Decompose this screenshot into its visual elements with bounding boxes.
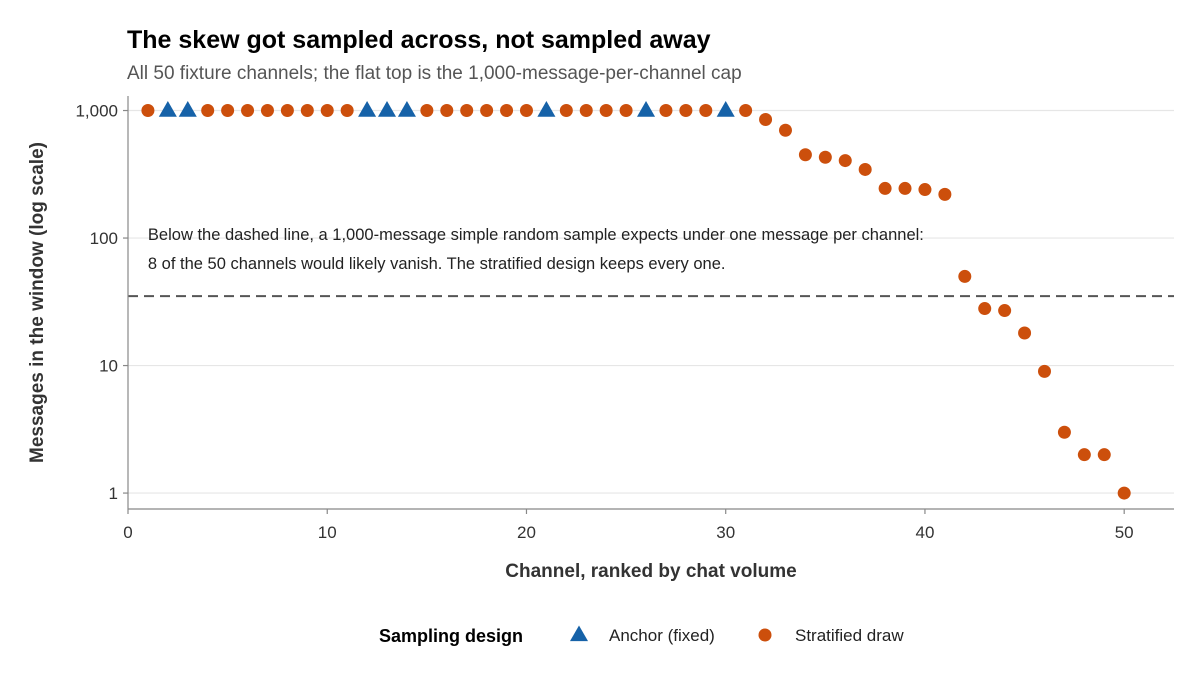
point-stratified-35: [818, 150, 832, 164]
legend: Sampling design Anchor (fixed) Stratifie…: [379, 625, 904, 646]
point-stratified-16: [440, 104, 454, 118]
point-stratified-20: [519, 104, 533, 118]
x-tick-label-2: 20: [517, 523, 536, 542]
x-tick-label-0: 0: [123, 523, 132, 542]
series-anchor: [158, 101, 735, 117]
point-stratified-11: [340, 104, 354, 118]
x-tick-label-1: 10: [318, 523, 337, 542]
gridlines: [128, 109, 1174, 494]
point-stratified-39: [898, 181, 912, 195]
point-stratified-5: [221, 104, 235, 118]
point-anchor-3: [178, 101, 197, 117]
point-stratified-32: [759, 113, 773, 127]
x-tick-label-4: 40: [915, 523, 934, 542]
point-anchor-14: [397, 101, 416, 117]
point-stratified-42: [958, 269, 972, 283]
point-stratified-27: [659, 104, 673, 118]
point-stratified-44: [998, 304, 1012, 318]
point-stratified-43: [978, 302, 992, 316]
point-stratified-15: [420, 104, 434, 118]
point-stratified-50: [1117, 486, 1131, 500]
point-stratified-37: [858, 162, 872, 176]
point-anchor-30: [716, 101, 735, 117]
y-axis-ticks: 1 10 100 1,000: [75, 102, 128, 503]
point-stratified-23: [579, 104, 593, 118]
legend-label-anchor: Anchor (fixed): [609, 626, 715, 645]
point-stratified-10: [320, 104, 334, 118]
point-stratified-45: [1018, 326, 1032, 340]
point-stratified-36: [838, 154, 852, 168]
legend-label-stratified: Stratified draw: [795, 626, 904, 645]
point-anchor-26: [636, 101, 656, 117]
point-stratified-19: [500, 104, 514, 118]
chart-title: The skew got sampled across, not sampled…: [127, 26, 711, 54]
series-stratified: [141, 104, 1131, 500]
point-anchor-2: [158, 101, 177, 117]
point-stratified-41: [938, 187, 952, 201]
point-stratified-49: [1097, 448, 1111, 462]
y-axis-title: Messages in the window (log scale): [27, 142, 48, 463]
point-stratified-6: [241, 104, 255, 118]
point-stratified-25: [619, 104, 633, 118]
point-anchor-12: [358, 101, 377, 117]
point-stratified-38: [878, 181, 892, 195]
legend-triangle-icon: [569, 625, 589, 642]
point-stratified-28: [679, 104, 693, 118]
annotation-line-1: Below the dashed line, a 1,000-message s…: [148, 226, 924, 244]
legend-title: Sampling design: [379, 626, 523, 646]
point-stratified-9: [300, 104, 314, 118]
x-tick-label-3: 30: [716, 523, 735, 542]
point-stratified-31: [739, 104, 753, 118]
point-anchor-13: [377, 101, 397, 117]
point-stratified-22: [559, 104, 573, 118]
point-stratified-46: [1037, 364, 1051, 378]
point-stratified-1: [141, 104, 155, 118]
y-tick-label-2: 100: [90, 229, 118, 248]
x-axis-ticks: 0 10 20 30 40 50: [123, 509, 1134, 542]
point-stratified-24: [599, 104, 613, 118]
point-stratified-29: [699, 104, 713, 118]
x-tick-label-5: 50: [1115, 523, 1134, 542]
y-tick-label-3: 1,000: [75, 102, 118, 121]
x-axis-title: Channel, ranked by chat volume: [505, 561, 796, 582]
data-points: [141, 101, 1131, 500]
point-stratified-17: [460, 104, 474, 118]
chart-subtitle: All 50 fixture channels; the flat top is…: [127, 63, 742, 84]
point-stratified-40: [918, 183, 932, 197]
point-stratified-33: [778, 123, 792, 137]
point-stratified-7: [260, 104, 274, 118]
point-stratified-47: [1057, 425, 1071, 439]
y-tick-label-0: 1: [109, 484, 118, 503]
point-stratified-18: [480, 104, 494, 118]
y-tick-label-1: 10: [99, 357, 118, 376]
point-stratified-4: [201, 104, 215, 118]
axes: [127, 96, 1174, 510]
point-anchor-21: [537, 101, 556, 117]
annotation-line-2: 8 of the 50 channels would likely vanish…: [148, 255, 726, 273]
point-stratified-34: [798, 148, 812, 162]
point-stratified-48: [1077, 448, 1091, 462]
legend-circle-icon: [758, 628, 772, 642]
point-stratified-8: [280, 104, 294, 118]
